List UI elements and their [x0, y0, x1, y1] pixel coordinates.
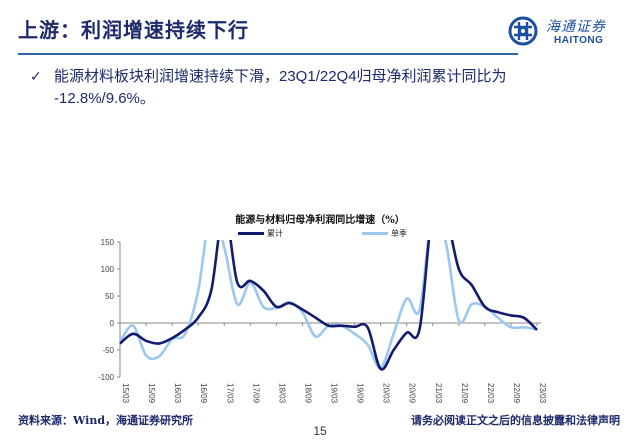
svg-text:16/03: 16/03	[173, 383, 182, 404]
svg-text:18/03: 18/03	[277, 383, 286, 404]
legend-label-cumulative: 累计	[267, 229, 283, 238]
svg-text:15/09: 15/09	[147, 383, 156, 404]
chart-title: 能源与材料归母净利润同比增速（%）	[235, 215, 405, 226]
svg-text:22/03: 22/03	[486, 383, 495, 404]
svg-text:-100: -100	[98, 373, 115, 382]
page-number: 15	[313, 424, 327, 438]
title-divider	[18, 53, 518, 55]
svg-text:21/09: 21/09	[460, 383, 469, 404]
page-title: 上游：利润增速持续下行	[18, 18, 249, 42]
bullet-text-line2: -12.8%/9.6%。	[54, 90, 155, 107]
svg-text:-50: -50	[102, 346, 114, 355]
check-icon: ✓	[30, 69, 42, 85]
haitong-logo: 海通证券 HAITONG	[504, 14, 634, 48]
legend-label-quarterly: 单季	[391, 229, 407, 238]
source-note: 资料来源：Wind，海通证券研究所	[18, 414, 194, 427]
legend-swatch-quarterly	[362, 232, 388, 235]
svg-text:17/09: 17/09	[251, 383, 260, 404]
chart-legend: 累计 单季	[0, 228, 640, 242]
svg-text:23/03: 23/03	[538, 383, 547, 404]
y-axis: 150 100 50 0 -50 -100	[98, 238, 121, 382]
svg-text:19/09: 19/09	[356, 383, 365, 404]
svg-text:50: 50	[105, 292, 114, 301]
svg-text:22/09: 22/09	[512, 383, 521, 404]
svg-text:100: 100	[101, 265, 115, 274]
svg-text:150: 150	[101, 238, 115, 247]
legend-swatch-cumulative	[238, 232, 264, 235]
svg-text:15/03: 15/03	[121, 383, 130, 404]
legend-item-quarterly: 单季	[362, 228, 407, 239]
svg-text:0: 0	[110, 319, 115, 328]
x-axis: 15/03 15/09 16/03 16/09 17/03 17/09 18/03 18/09…	[119, 322, 547, 404]
logo-english-text: HAITONG	[554, 35, 604, 46]
disclaimer-note: 请务必阅读正文之后的信息披露和法律声明	[411, 414, 620, 427]
svg-text:19/03: 19/03	[330, 383, 339, 404]
bullet-text-line1: 能源材料板块利润增速持续下滑，23Q1/22Q4归母净利润累计同比为	[54, 68, 507, 85]
svg-text:20/09: 20/09	[408, 383, 417, 404]
legend-item-cumulative: 累计	[238, 228, 283, 239]
svg-text:21/03: 21/03	[434, 383, 443, 404]
svg-text:18/09: 18/09	[303, 383, 312, 404]
svg-text:17/03: 17/03	[225, 383, 234, 404]
svg-text:20/03: 20/03	[382, 383, 391, 404]
haitong-emblem-icon	[508, 16, 538, 46]
svg-text:16/09: 16/09	[199, 383, 208, 404]
series-cumulative-line	[119, 240, 538, 371]
logo-chinese-text: 海通证券	[546, 19, 606, 35]
